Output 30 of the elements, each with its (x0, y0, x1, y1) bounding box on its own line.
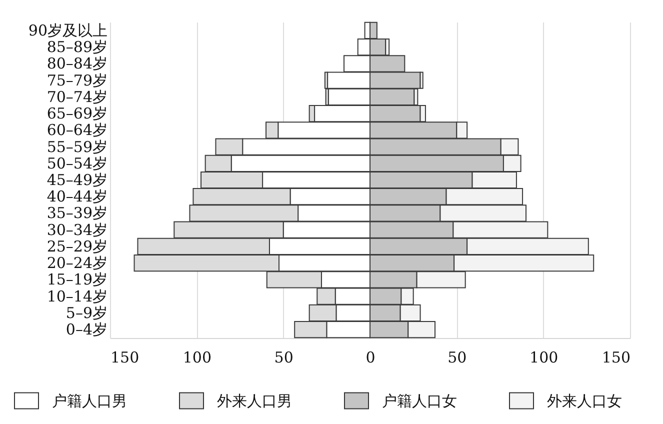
y-tick-label: 85–89岁 (46, 38, 108, 56)
y-tick-label: 20–24岁 (46, 254, 108, 272)
y-tick-label: 70–74岁 (46, 88, 108, 106)
y-tick-label: 30–34岁 (46, 220, 108, 239)
y-tick-label: 65–69岁 (46, 104, 108, 123)
y-tick-label: 35–39岁 (46, 204, 108, 222)
y-tick-label: 15–19岁 (46, 270, 108, 289)
x-tick-label: 50 (448, 348, 467, 366)
y-tick-label: 50–54岁 (46, 154, 108, 172)
legend-label: 户籍人口女 (382, 392, 457, 410)
y-tick-label: 40–44岁 (46, 188, 108, 206)
x-tick-label: 150 (602, 348, 630, 366)
y-tick-label: 10–14岁 (46, 287, 108, 306)
x-tick-label: 100 (182, 348, 212, 366)
y-tick-label: 45–49岁 (46, 171, 108, 189)
y-tick-label: 75–79岁 (46, 71, 108, 90)
y-tick-label: 5–9岁 (66, 304, 108, 322)
y-tick-label: 55–59岁 (46, 138, 108, 156)
x-tick-label: 0 (366, 348, 376, 366)
y-tick-label: 80–84岁 (46, 54, 108, 73)
y-tick-label: 60–64岁 (46, 121, 108, 140)
legend-label: 外来人口男 (217, 392, 292, 410)
y-tick-label: 25–29岁 (46, 237, 108, 256)
y-tick-label: 90岁及以上 (28, 21, 108, 40)
legend-label: 外来人口女 (547, 392, 622, 410)
x-tick-label: 100 (530, 348, 558, 366)
y-tick-label: 0–4岁 (66, 320, 108, 339)
x-tick-label: 50 (274, 348, 294, 366)
x-tick-label: 150 (110, 348, 140, 366)
legend-label: 户籍人口男 (52, 392, 127, 410)
